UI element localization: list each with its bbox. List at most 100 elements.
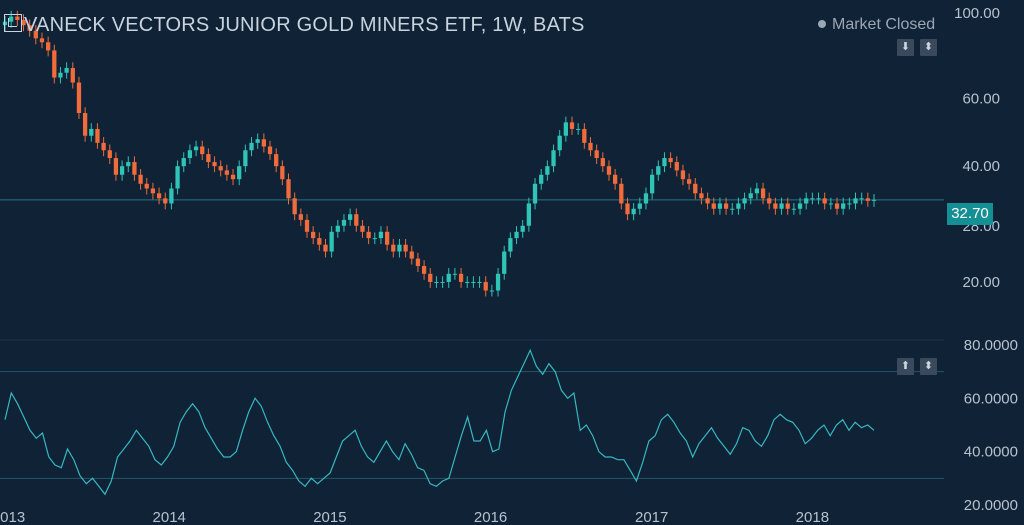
candle-body: [588, 142, 593, 151]
candle-body: [508, 238, 513, 252]
candle-body: [865, 198, 870, 201]
candle-body: [107, 150, 112, 159]
candle-body: [323, 244, 328, 252]
candle-body: [267, 146, 273, 155]
candle-body: [138, 174, 143, 184]
candle-body: [64, 68, 69, 73]
chart-title: VANECK VECTORS JUNIOR GOLD MINERS ETF, 1…: [4, 14, 585, 37]
candle-body: [292, 198, 297, 215]
candle-body: [730, 208, 735, 210]
candle-body: [576, 128, 581, 130]
candle-body: [514, 231, 519, 239]
candle-body: [76, 82, 82, 113]
candle-body: [101, 142, 106, 151]
candle-body: [286, 179, 291, 199]
candle-body: [341, 219, 347, 226]
candle-body: [311, 231, 316, 239]
candle-body: [680, 170, 686, 180]
candle-body: [804, 198, 809, 204]
candle-body: [637, 203, 642, 209]
x-tick-label: 2014: [153, 509, 186, 525]
candle-body: [39, 38, 45, 43]
pane-maximize-button[interactable]: ⬍: [920, 39, 937, 56]
candle-body: [742, 198, 747, 204]
candle-body: [705, 198, 710, 204]
candle-body: [711, 203, 716, 209]
candle-body: [446, 273, 451, 282]
candle-body: [156, 193, 162, 199]
candle-body: [545, 166, 550, 175]
candle-body: [483, 281, 488, 291]
candle-body: [520, 225, 525, 232]
candle-body: [791, 208, 797, 210]
candle-body: [329, 231, 334, 252]
candle-body: [526, 203, 532, 226]
candle-body: [409, 251, 414, 259]
candle-body: [477, 281, 482, 283]
candle-body: [822, 198, 827, 204]
indicator-axis-label: 80.0000: [964, 337, 1018, 354]
candle-body: [52, 50, 57, 78]
candle-body: [255, 139, 260, 143]
indicator-axis-label: 60.0000: [964, 390, 1018, 407]
candle-body: [613, 174, 618, 184]
candle-body: [539, 174, 544, 184]
candle-body: [82, 112, 88, 136]
candle-body: [656, 166, 661, 175]
candle-body: [237, 166, 242, 180]
candle-body: [45, 42, 51, 51]
chart-title-text: VANECK VECTORS JUNIOR GOLD MINERS ETF, 1…: [24, 14, 585, 36]
candle-body: [21, 19, 26, 26]
market-status: Market Closed: [818, 16, 935, 34]
price-axis-label: 20.00: [962, 274, 1000, 291]
candle-body: [317, 238, 322, 245]
candle-body: [230, 174, 236, 180]
candle-body: [594, 150, 599, 159]
candle-body: [717, 203, 723, 209]
candle-body: [360, 225, 365, 232]
candle-body: [582, 128, 587, 143]
candle-body: [200, 146, 205, 155]
candle-body: [89, 128, 94, 136]
candle-body: [150, 188, 156, 194]
candle-body: [569, 122, 575, 129]
candle-body: [859, 198, 864, 200]
pane-move-down-button[interactable]: ⬇: [897, 39, 914, 56]
candle-body: [674, 162, 679, 171]
candle-body: [643, 193, 649, 204]
candle-body: [699, 193, 704, 199]
candle-body: [354, 214, 359, 226]
candle-body: [797, 203, 803, 209]
candle-body: [27, 25, 32, 31]
indicator-series-line: [4, 348, 875, 496]
status-dot-icon: [818, 20, 826, 28]
candle-body: [403, 244, 408, 252]
candle-body: [871, 199, 877, 201]
candle-body: [58, 72, 63, 78]
price-axis-label: 40.00: [962, 158, 1000, 175]
candle-body: [9, 16, 14, 22]
candle-body: [816, 198, 821, 200]
candle-body: [33, 30, 38, 39]
candle-body: [723, 203, 729, 209]
indicator-maximize-button[interactable]: ⬍: [920, 358, 937, 375]
candle-body: [662, 158, 667, 167]
candle-body: [458, 273, 464, 282]
candle-body: [193, 146, 199, 151]
candle-body: [181, 158, 186, 167]
candle-body: [95, 128, 100, 143]
candle-body: [304, 219, 310, 232]
candle-body: [70, 68, 75, 83]
candle-body: [489, 290, 495, 292]
candle-body: [434, 281, 439, 283]
candle-body: [119, 166, 125, 175]
candle-body: [397, 244, 402, 252]
indicator-axis-label: 40.0000: [964, 444, 1018, 461]
indicator-move-up-button[interactable]: ⬆: [897, 358, 914, 375]
x-tick-label: 2017: [635, 509, 668, 525]
candle-body: [736, 203, 741, 209]
candle-body: [606, 166, 612, 175]
candle-body: [810, 198, 815, 200]
candle-body: [625, 203, 630, 215]
